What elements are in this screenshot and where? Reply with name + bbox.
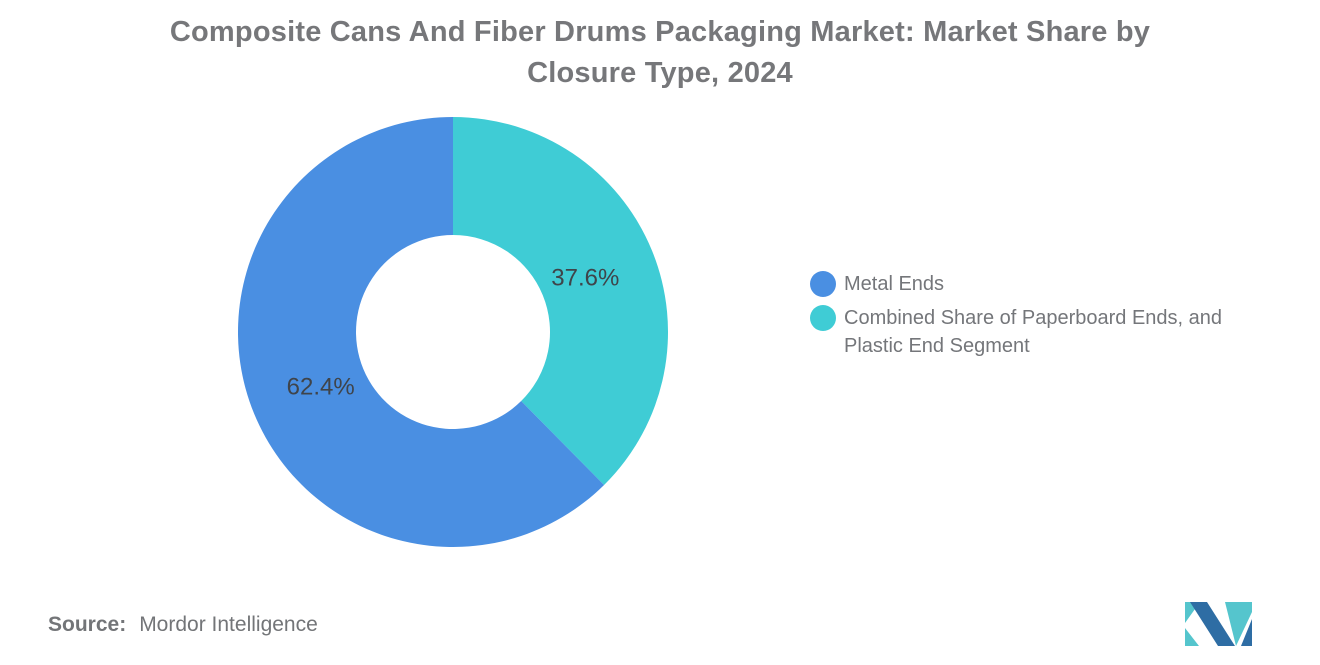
slice-data-label: 62.4% — [287, 373, 355, 400]
donut-slice[interactable] — [453, 117, 668, 485]
mordor-logo-svg — [1185, 602, 1252, 646]
legend-label-combined-share: Combined Share of Paperboard Ends, and P… — [844, 307, 1223, 357]
logo-bottom-left-triangle — [1185, 628, 1199, 646]
logo-diagonal-band — [1190, 602, 1235, 646]
donut-slice[interactable] — [238, 117, 605, 547]
chart-title: Composite Cans And Fiber Drums Packaging… — [169, 16, 1151, 89]
source-label: Source: — [48, 613, 127, 636]
source-attribution: Source: Mordor Intelligence — [48, 613, 318, 637]
source-value: Mordor Intelligence — [139, 613, 318, 636]
legend-item-combined-share[interactable]: Combined Share of Paperboard Ends, and P… — [810, 304, 1310, 360]
mordor-intelligence-logo — [1185, 602, 1252, 646]
legend-item-metal-ends[interactable]: Metal Ends — [810, 270, 1310, 298]
donut-chart: 37.6% 62.4% — [238, 117, 668, 547]
legend-swatch-metal-ends — [810, 271, 836, 297]
chart-legend: Metal Ends Combined Share of Paperboard … — [810, 270, 1310, 360]
legend-label-metal-ends: Metal Ends — [844, 273, 945, 295]
legend-swatch-combined-share — [810, 305, 836, 331]
logo-right-block — [1225, 602, 1252, 646]
donut-chart-svg: 37.6% 62.4% — [238, 117, 668, 547]
logo-right-triangle — [1241, 619, 1252, 646]
slice-data-label: 37.6% — [551, 265, 619, 292]
